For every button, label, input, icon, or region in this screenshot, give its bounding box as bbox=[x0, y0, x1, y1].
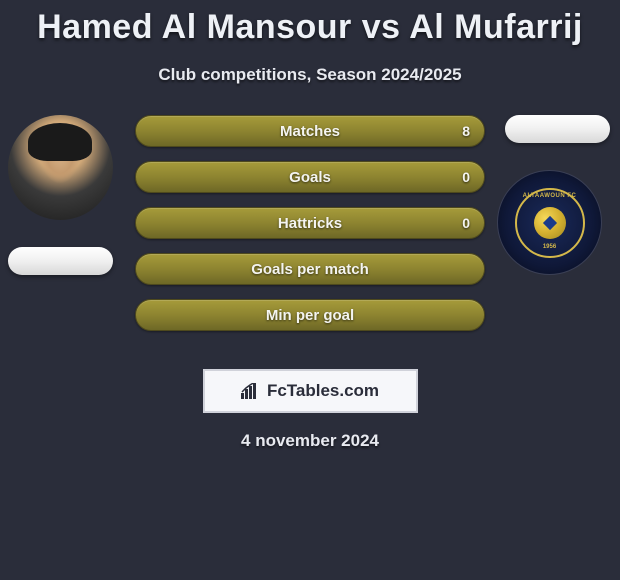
club-badge-name: ALTAAWOUN FC bbox=[517, 193, 583, 199]
footer-date: 4 november 2024 bbox=[0, 431, 620, 451]
club-badge: ALTAAWOUN FC 1956 bbox=[515, 188, 585, 258]
comparison-panel: ALTAAWOUN FC 1956 Matches 8 Goals 0 Hatt… bbox=[0, 115, 620, 355]
page-title: Hamed Al Mansour vs Al Mufarrij bbox=[0, 0, 620, 47]
player-left-flag-pill bbox=[8, 247, 113, 275]
stat-value: 0 bbox=[462, 215, 470, 231]
stat-label: Hattricks bbox=[278, 215, 342, 232]
page-subtitle: Club competitions, Season 2024/2025 bbox=[0, 65, 620, 85]
stat-value: 0 bbox=[462, 169, 470, 185]
club-badge-ball-icon bbox=[534, 207, 566, 239]
stat-list: Matches 8 Goals 0 Hattricks 0 Goals per … bbox=[135, 115, 485, 331]
club-badge-ring: ALTAAWOUN FC 1956 bbox=[515, 188, 585, 258]
stat-row-hattricks: Hattricks 0 bbox=[135, 207, 485, 239]
footer-brand-box: FcTables.com bbox=[203, 369, 418, 413]
player-right-flag-pill bbox=[505, 115, 610, 143]
player-right-club-badge: ALTAAWOUN FC 1956 bbox=[497, 170, 602, 275]
stat-row-goals: Goals 0 bbox=[135, 161, 485, 193]
player-left-avatar bbox=[8, 115, 113, 220]
stat-row-min-per-goal: Min per goal bbox=[135, 299, 485, 331]
bar-chart-icon bbox=[241, 383, 261, 399]
stat-label: Matches bbox=[280, 123, 340, 140]
club-badge-year: 1956 bbox=[517, 244, 583, 250]
stat-label: Goals bbox=[289, 169, 331, 186]
stat-row-goals-per-match: Goals per match bbox=[135, 253, 485, 285]
stat-label: Min per goal bbox=[266, 307, 354, 324]
footer-brand-text: FcTables.com bbox=[267, 381, 379, 401]
stat-row-matches: Matches 8 bbox=[135, 115, 485, 147]
stat-value: 8 bbox=[462, 123, 470, 139]
stat-label: Goals per match bbox=[251, 261, 369, 278]
